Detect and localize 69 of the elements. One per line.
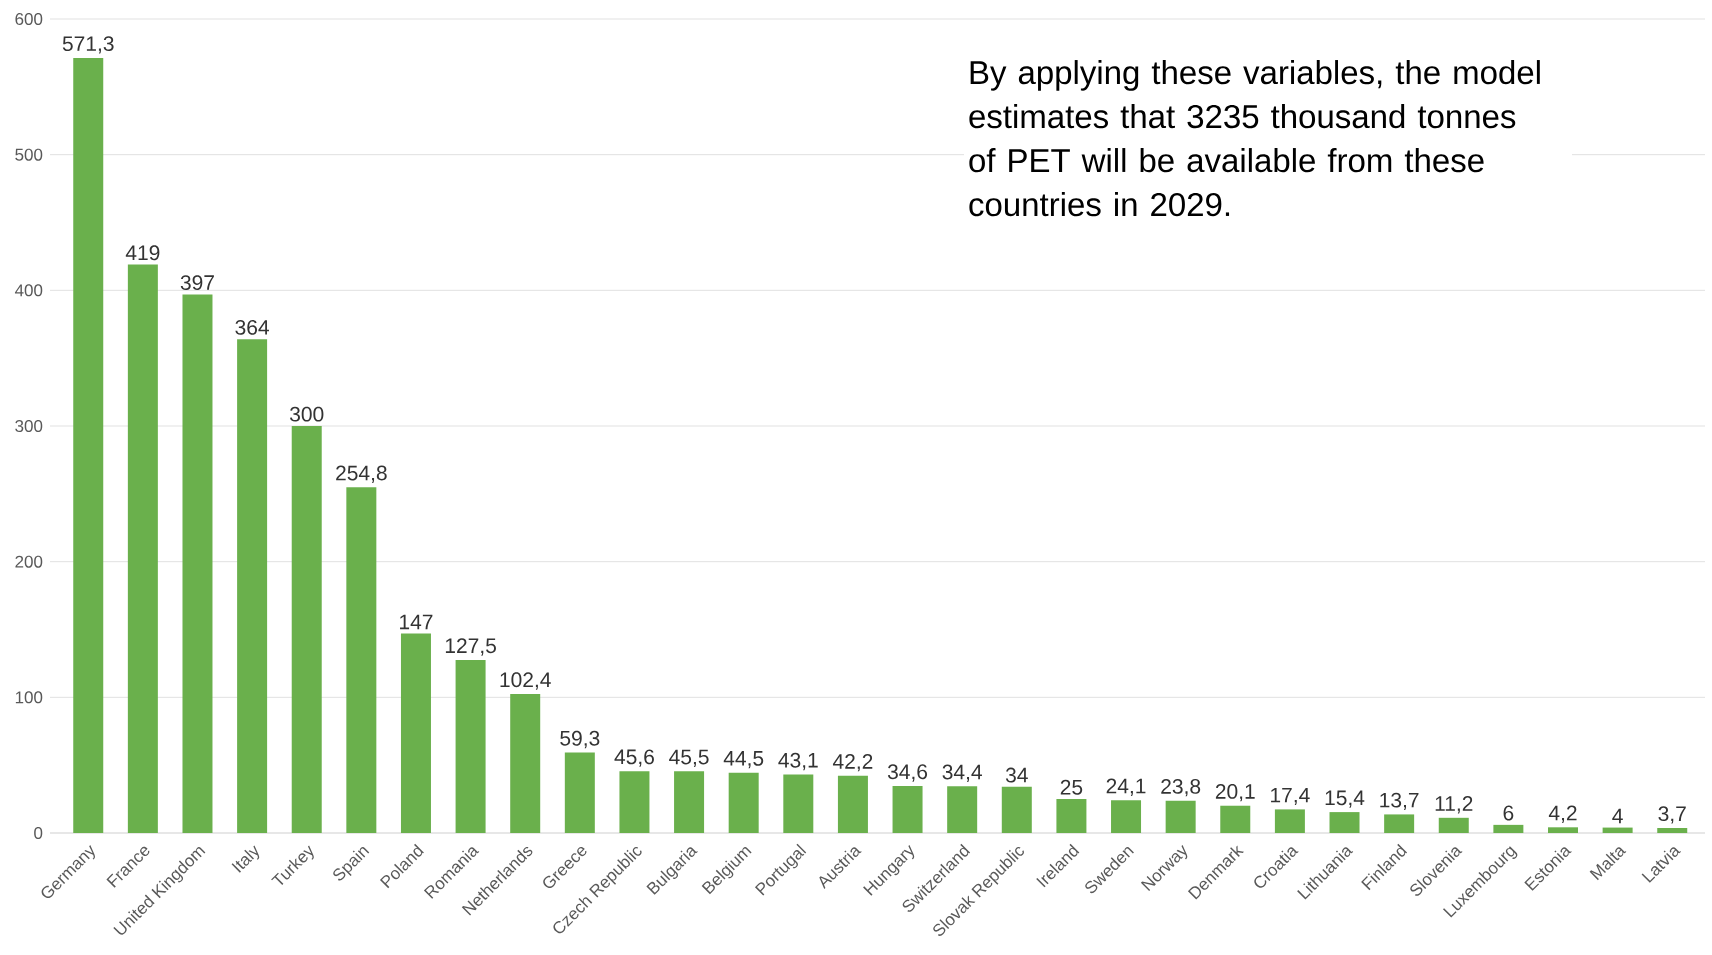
data-label: 23,8 [1161,778,1201,797]
bar [237,339,268,833]
data-label: 34,6 [887,764,928,782]
bar [1602,827,1633,833]
bar [1001,786,1032,833]
bar [400,633,431,833]
bar [1329,812,1360,833]
bar [1384,814,1415,833]
bar [1493,824,1524,833]
bar [892,786,923,833]
bar [346,487,377,833]
data-label: 254,8 [336,465,387,483]
data-label: 6 [1503,805,1514,821]
y-tick-label: 600 [15,13,43,26]
data-label: 4 [1612,808,1623,824]
data-label: 571,3 [62,36,114,54]
bar [783,774,814,833]
data-label: 17,4 [1271,787,1310,806]
data-label: 4,2 [1548,805,1577,823]
bar [837,775,868,833]
bar [127,264,158,833]
data-label: 11,2 [1435,796,1473,814]
data-label: 127,5 [445,638,496,656]
y-tick-label: 300 [15,420,43,433]
data-label: 44,5 [723,751,764,769]
data-label: 45,5 [669,749,709,767]
annotation: By applying these variables, the model estimates that 3235 thousand tonnes of PET will be available from these countries in 2029. [969,60,1540,217]
x-tick-label: Italy [231,845,260,873]
bar [564,752,595,833]
data-label: 3,7 [1658,806,1686,824]
y-tick-label: 100 [15,691,43,704]
bar [728,772,759,833]
data-label: 59,3 [560,730,600,749]
data-label: 13,7 [1380,792,1419,811]
y-tick-label: 0 [34,827,43,840]
bar [1111,800,1142,833]
bar [291,426,322,833]
data-label: 34,4 [942,764,982,782]
bar [510,694,541,833]
bar [947,786,978,833]
data-label: 20,1 [1215,784,1255,802]
bar [73,57,104,833]
bar [1165,800,1196,833]
y-tick-label: 400 [14,284,43,297]
bar [1220,805,1251,833]
bar [1657,827,1688,833]
bar [619,771,650,833]
data-label: 24,1 [1106,778,1146,796]
data-label: 300 [289,406,324,422]
bar [455,660,486,833]
data-label: 43,1 [778,752,818,771]
bar [1438,817,1469,833]
data-label: 147 [400,614,433,630]
data-label: 42,2 [832,754,873,772]
data-label: 102,4 [500,672,551,690]
data-label: 419 [125,245,160,261]
bar [1056,799,1087,833]
data-label: 25 [1060,779,1083,795]
data-label: 15,4 [1325,790,1365,808]
data-label: 45,6 [614,749,654,767]
bar [1274,809,1305,833]
data-label: 397 [180,275,214,291]
data-label: 364 [235,319,269,335]
y-tick-label: 500 [15,148,43,161]
y-tick-label: 200 [15,555,43,568]
bar [1548,827,1578,833]
data-label: 34 [1005,767,1028,783]
bar [182,294,213,833]
bar [674,771,705,833]
